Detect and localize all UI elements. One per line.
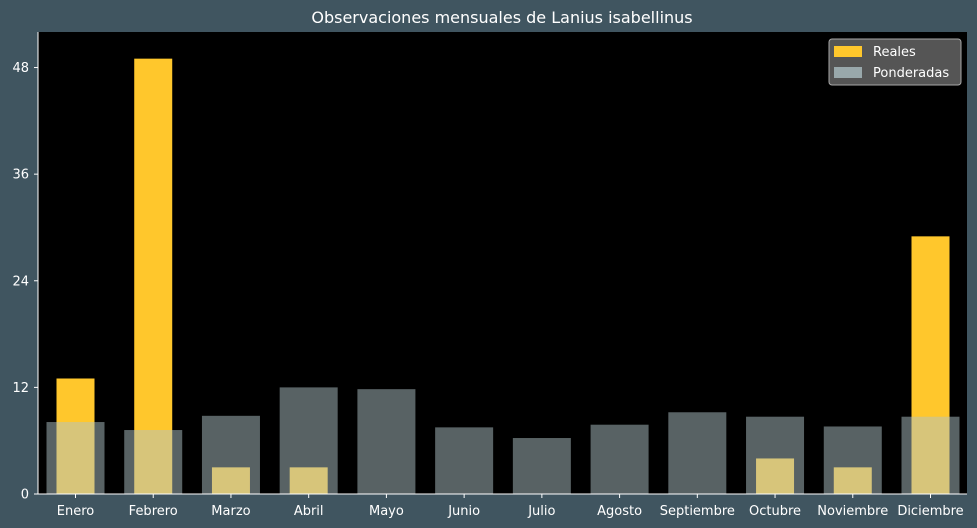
- x-tick-label: Enero: [57, 504, 95, 519]
- y-tick-label: 0: [21, 488, 29, 503]
- x-tick-label: Abril: [294, 504, 324, 519]
- y-tick-label: 36: [12, 168, 29, 183]
- plot-area: [38, 32, 967, 494]
- x-tick-label: Junio: [447, 504, 480, 519]
- bar-ponderadas-noviembre: [823, 426, 882, 494]
- bar-ponderadas-octubre: [746, 416, 805, 494]
- x-tick-label: Diciembre: [897, 504, 963, 519]
- bar-ponderadas-junio: [435, 427, 494, 494]
- bars-layer: [46, 58, 960, 495]
- x-tick-label: Agosto: [597, 504, 642, 519]
- bar-ponderadas-agosto: [590, 424, 649, 494]
- legend-swatch-ponderadas: [834, 67, 862, 78]
- x-tick-label: Mayo: [369, 504, 404, 519]
- bar-ponderadas-enero: [46, 422, 105, 494]
- x-tick-label: Julio: [527, 504, 555, 519]
- y-tick-label: 24: [12, 274, 29, 289]
- x-tick-label: Noviembre: [817, 504, 888, 519]
- legend-swatch-reales: [834, 46, 862, 57]
- y-tick-label: 12: [12, 381, 29, 396]
- x-tick-label: Marzo: [211, 504, 250, 519]
- x-tick-label: Febrero: [129, 504, 178, 519]
- legend-label-ponderadas: Ponderadas: [873, 66, 949, 81]
- bar-ponderadas-mayo: [357, 389, 416, 494]
- legend-label-reales: Reales: [873, 45, 916, 60]
- bar-ponderadas-julio: [512, 438, 571, 494]
- bar-reales-febrero: [134, 58, 173, 495]
- legend: Reales Ponderadas: [828, 38, 962, 86]
- bar-ponderadas-marzo: [201, 415, 260, 494]
- bar-ponderadas-abril: [279, 387, 338, 494]
- axes-layer: 0 12 24 36 48 Enero Febrero Marzo Abril Mayo Junio…: [12, 32, 967, 519]
- y-tick-label: 48: [12, 61, 29, 76]
- x-tick-label: Septiembre: [660, 504, 735, 519]
- bar-ponderadas-septiembre: [668, 412, 727, 494]
- bar-ponderadas-febrero: [124, 430, 183, 494]
- bar-ponderadas-diciembre: [901, 416, 960, 494]
- chart-title: Observaciones mensuales de Lanius isabel…: [311, 8, 692, 27]
- x-tick-label: Octubre: [749, 504, 801, 519]
